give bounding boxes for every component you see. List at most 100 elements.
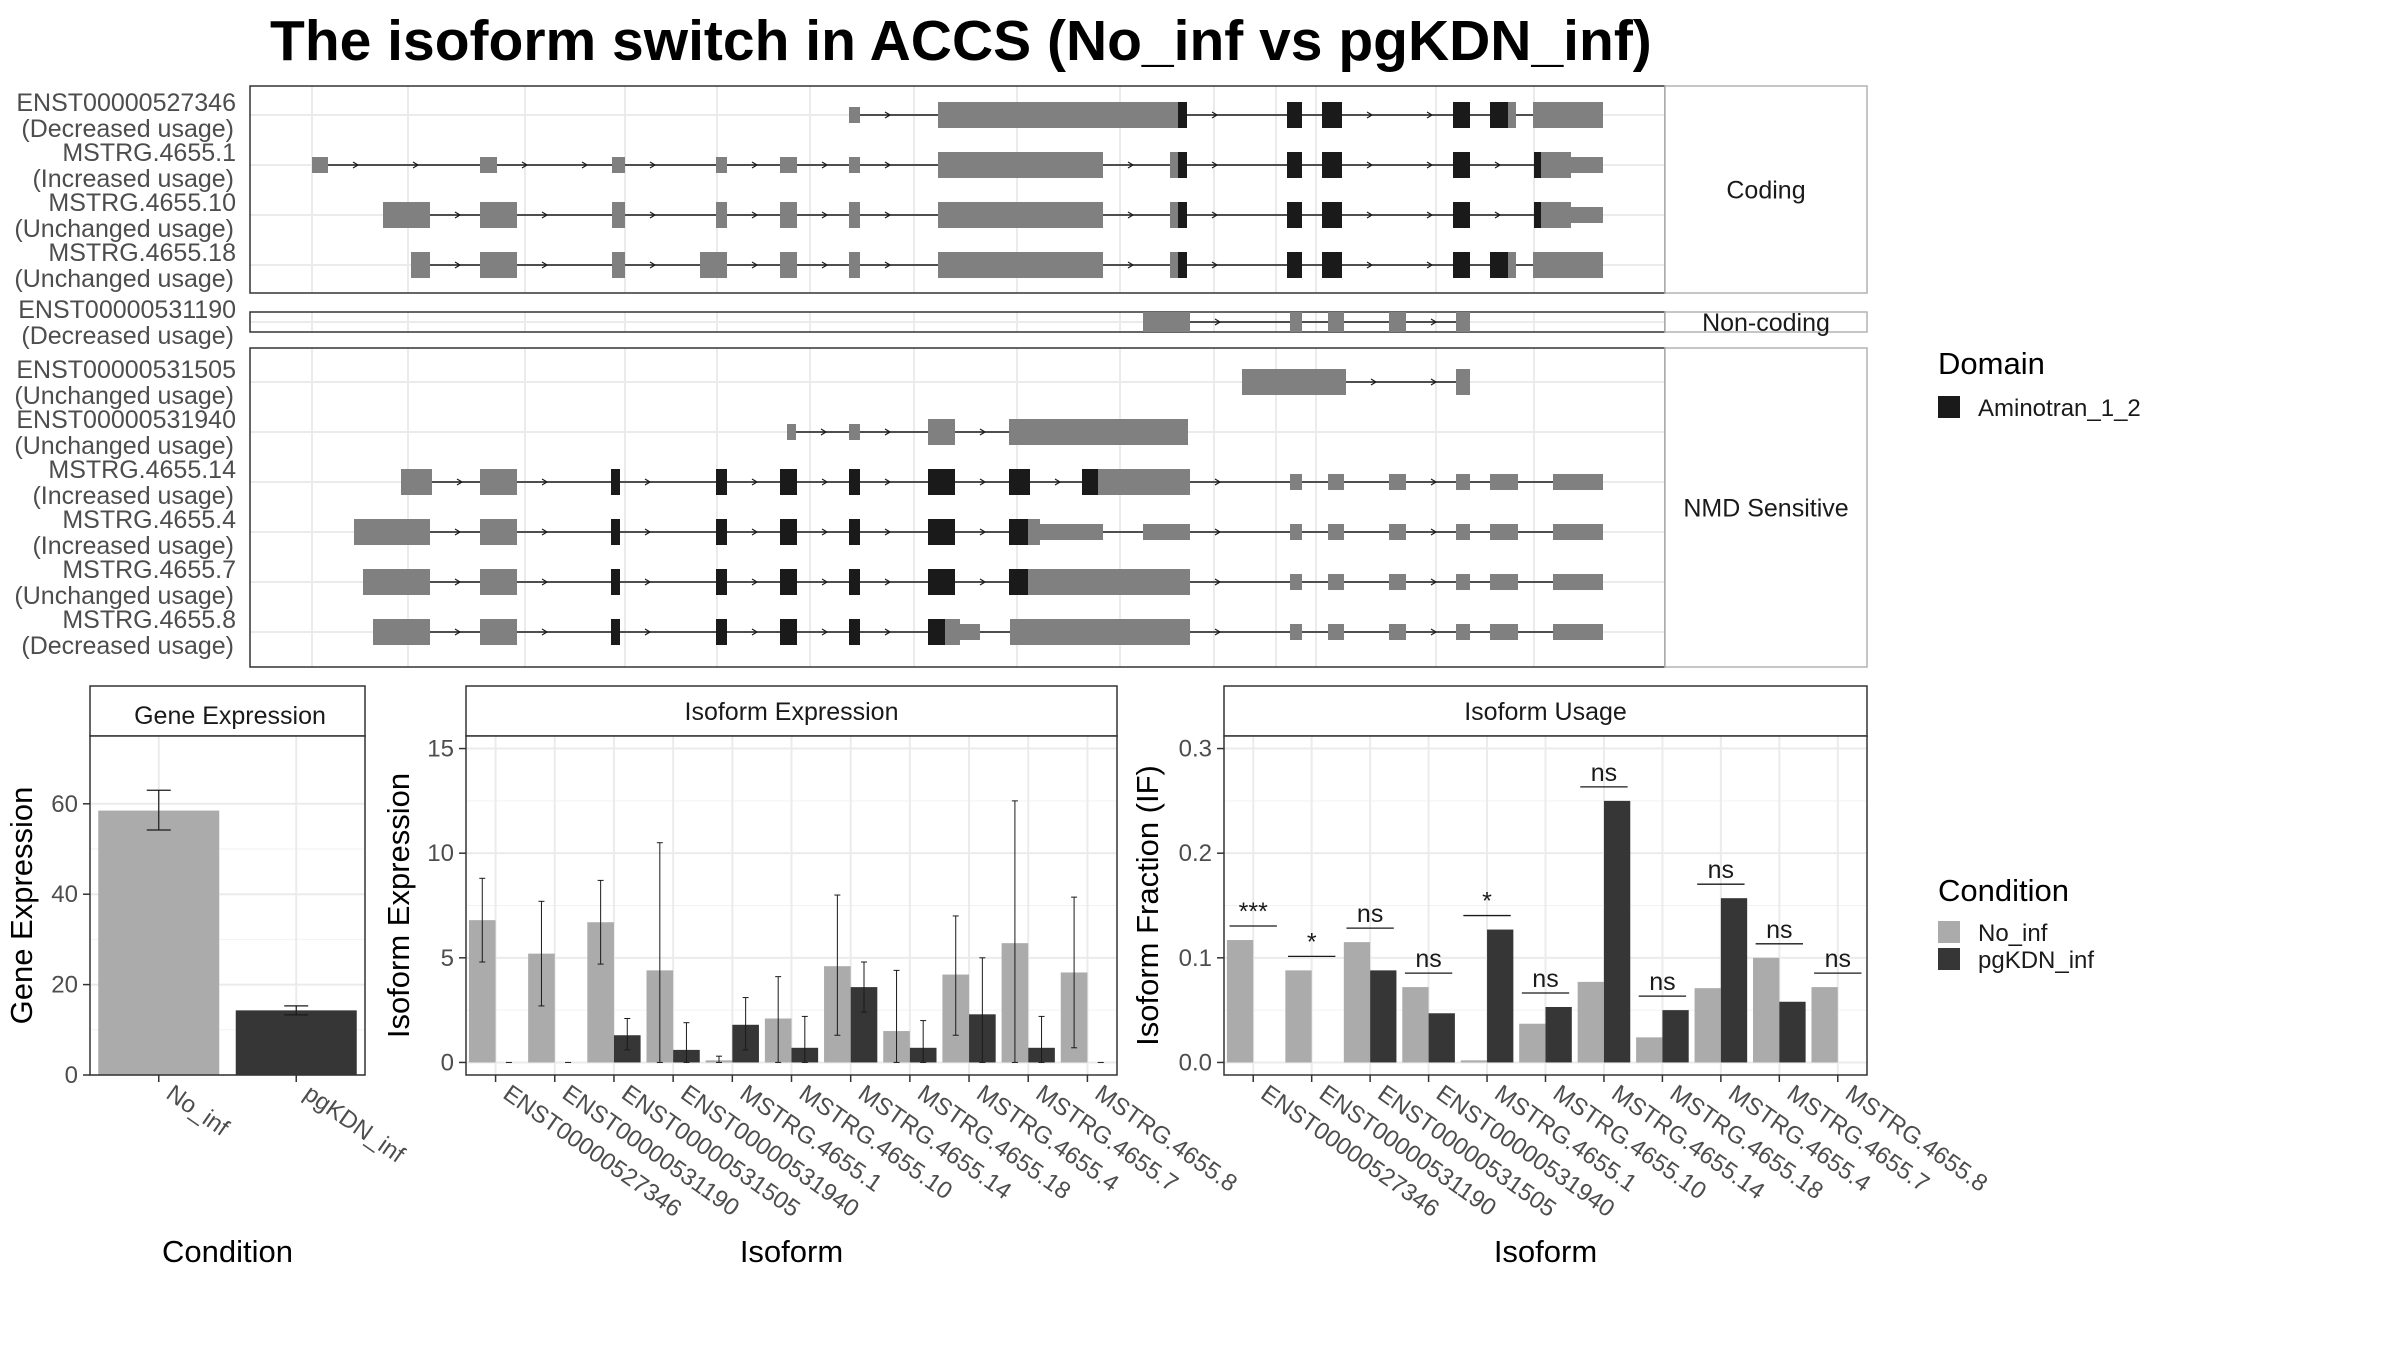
isoform-usage-bar-pgkdn-inf-mstrg-4655-14 <box>1603 800 1631 1063</box>
intron-arrow <box>1127 161 1135 169</box>
isoform-usage-significance-label-mstrg-4655-1: * <box>1482 888 1492 916</box>
intron-arrow <box>884 428 892 436</box>
exon <box>1040 569 1190 595</box>
intron-arrow <box>821 478 829 486</box>
exon <box>1571 207 1603 223</box>
isoform-usage-y-tick-label: 0.0 <box>1179 1049 1212 1076</box>
exon <box>1009 419 1020 445</box>
exon <box>1020 419 1103 445</box>
transcript-mstrg-4655-7 <box>363 569 1603 595</box>
intron-arrow <box>884 261 892 269</box>
exon <box>612 157 625 173</box>
isoform-usage-label-enst00000531190: (Decreased usage) <box>21 322 234 350</box>
domain-exon <box>1322 252 1342 278</box>
isoform-usage-bar-no-inf-mstrg-4655-18 <box>1636 1037 1663 1063</box>
domain-exon <box>1322 202 1342 228</box>
exon <box>1010 619 1190 645</box>
intron-arrow <box>521 161 529 169</box>
domain-legend-swatch <box>1938 396 1960 418</box>
condition-legend-swatch-pgkdn-inf <box>1938 948 1960 970</box>
exon <box>1008 202 1103 228</box>
domain-exon <box>780 569 797 595</box>
isoform-usage-bar-no-inf-mstrg-4655-4 <box>1694 988 1721 1063</box>
exon <box>1170 152 1178 178</box>
figure-title: The isoform switch in ACCS (No_inf vs pg… <box>270 9 1652 73</box>
gene-expression-bar-no-inf <box>98 810 220 1075</box>
intron-arrow <box>541 478 549 486</box>
intron-arrow <box>884 211 892 219</box>
isoform-usage-x-axis-title: Isoform <box>1494 1234 1597 1269</box>
domain-exon <box>1490 102 1508 128</box>
intron-arrow <box>1054 478 1062 486</box>
exon <box>1553 252 1603 278</box>
exon <box>1508 252 1516 278</box>
intron-arrow <box>1366 161 1374 169</box>
isoform-usage-y-axis-title: Isoform Fraction (IF) <box>1130 765 1165 1046</box>
intron-arrow <box>454 578 462 586</box>
exon <box>938 202 1008 228</box>
isoform-usage-bar-no-inf-mstrg-4655-7 <box>1753 957 1780 1063</box>
exon <box>1389 474 1406 490</box>
condition-legend-swatch-no-inf <box>1938 921 1960 943</box>
domain-exon <box>1009 469 1030 495</box>
intron-arrow <box>1426 261 1434 269</box>
domain-exon <box>611 619 620 645</box>
domain-exon <box>849 519 860 545</box>
domain-exon <box>780 519 797 545</box>
intron-arrow <box>1430 578 1438 586</box>
domain-exon <box>1322 152 1342 178</box>
exon <box>480 202 517 228</box>
gene-expression-strip <box>89 685 366 737</box>
intron-arrow <box>1366 261 1374 269</box>
isoform-usage-strip-label: Isoform Usage <box>1464 698 1627 726</box>
intron-arrow <box>581 161 589 169</box>
intron-arrow <box>412 161 420 169</box>
intron-arrow <box>751 478 759 486</box>
exon <box>1290 474 1302 490</box>
intron-arrow <box>1494 211 1502 219</box>
gene-expression-y-tick-label: 0 <box>65 1062 78 1089</box>
intron-arrow <box>1430 628 1438 636</box>
intron-arrow <box>751 261 759 269</box>
exon <box>780 252 797 278</box>
structure-strip-coding <box>1664 85 1868 294</box>
domain-exon <box>716 519 727 545</box>
domain-exon <box>1453 202 1470 228</box>
domain-exon <box>1287 252 1302 278</box>
intron-arrow <box>1211 211 1219 219</box>
intron-arrow <box>979 578 987 586</box>
isoform-usage-significance-label-mstrg-4655-10: ns <box>1532 965 1558 993</box>
intron-arrow <box>751 161 759 169</box>
structure-strip-label-nmd-sensitive: NMD Sensitive <box>1683 495 1848 523</box>
isoform-usage-significance-label-mstrg-4655-14: ns <box>1591 759 1617 787</box>
intron-arrow <box>884 628 892 636</box>
isoform-expression-panel: Isoform Expression051015ENST00000527346E… <box>381 685 1242 1269</box>
domain-legend-label: Aminotran_1_2 <box>1978 395 2141 422</box>
exon <box>480 619 517 645</box>
gene-expression-plot-border <box>89 735 366 1076</box>
exon <box>1290 312 1302 332</box>
domain-exon <box>1009 569 1028 595</box>
exon <box>354 519 430 545</box>
isoform-label-mstrg-4655-14: MSTRG.4655.14 <box>48 456 236 484</box>
exon <box>1242 369 1268 395</box>
isoform-usage-bar-pgkdn-inf-mstrg-4655-18 <box>1662 1010 1689 1063</box>
isoform-usage-significance-label-mstrg-4655-8: ns <box>1825 945 1851 973</box>
isoform-usage-y-tick-label: 0.1 <box>1179 945 1212 972</box>
isoform-usage-label-enst00000531505: (Unchanged usage) <box>14 382 234 410</box>
exon <box>1456 524 1470 540</box>
isoform-usage-label-mstrg-4655-7: (Unchanged usage) <box>14 582 234 610</box>
intron-arrow <box>1366 211 1374 219</box>
structure-panel-background-nmd-sensitive <box>250 348 1665 667</box>
isoform-expression-y-tick-label: 5 <box>441 945 454 972</box>
exon <box>1533 252 1553 278</box>
intron-arrow <box>1430 478 1438 486</box>
exon <box>480 469 517 495</box>
domain-legend: Domain Aminotran_1_2 <box>1938 346 2141 422</box>
intron-arrow <box>1214 318 1222 326</box>
intron-arrow <box>884 478 892 486</box>
intron-arrow <box>1430 318 1438 326</box>
intron-arrow <box>541 261 549 269</box>
isoform-expression-x-axis-title: Isoform <box>740 1234 843 1269</box>
